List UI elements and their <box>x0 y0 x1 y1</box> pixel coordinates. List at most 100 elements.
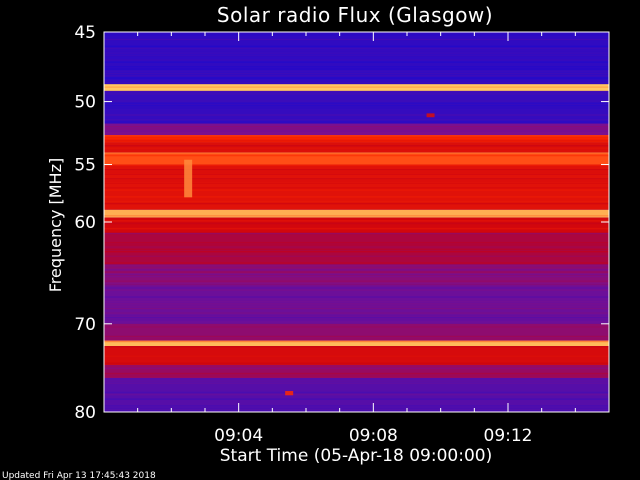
heatmap-band <box>104 232 609 265</box>
x-axis: 09:04 09:08 09:12 <box>137 32 576 446</box>
heatmap-streak <box>104 405 609 407</box>
heatmap-streak <box>104 269 609 271</box>
heatmap-streak <box>104 284 609 287</box>
heatmap-streak <box>104 171 609 173</box>
heatmap-streak <box>104 182 609 184</box>
updated-timestamp: Updated Fri Apr 13 17:45:43 2018 <box>2 471 156 480</box>
heatmap-streak <box>104 380 609 382</box>
heatmap-streak <box>104 72 609 75</box>
heatmap-streak <box>104 180 609 182</box>
heatmap-streak <box>104 307 609 310</box>
heatmap-streak <box>104 289 609 291</box>
x-axis-label: Start Time (05-Apr-18 09:00:00) <box>220 446 492 466</box>
heatmap-streak <box>104 340 609 343</box>
heatmap-streak <box>104 246 609 248</box>
heatmap-band <box>104 90 609 124</box>
heatmap-streak <box>104 125 609 128</box>
heatmap-streak <box>104 244 609 246</box>
heatmap-streak <box>104 90 609 93</box>
heatmap-streak <box>104 372 609 375</box>
heatmap-streak <box>104 398 609 400</box>
heatmap-streak <box>104 34 609 36</box>
heatmap-streak <box>104 45 609 47</box>
heatmap-streak <box>104 314 609 317</box>
heatmap-streak <box>104 47 609 50</box>
heatmap-streak <box>104 68 609 70</box>
heatmap-streak <box>104 145 609 147</box>
heatmap-streak <box>104 275 609 278</box>
heatmap-streak <box>104 93 609 95</box>
heatmap-streak <box>104 54 609 57</box>
heatmap-streak <box>104 316 609 319</box>
heatmap-streak <box>104 382 609 384</box>
heatmap-streak <box>104 273 609 276</box>
y-tick-label: 80 <box>74 403 96 423</box>
heatmap-streak <box>104 104 609 107</box>
heatmap-streak <box>104 200 609 203</box>
heatmap-streak <box>104 189 609 191</box>
heatmap-streak <box>104 81 609 84</box>
heatmap-streak <box>104 312 609 314</box>
heatmap-streak <box>104 77 609 79</box>
heatmap-streak <box>104 303 609 305</box>
burst-mark <box>285 391 294 396</box>
heatmap-streak <box>104 407 609 409</box>
x-tick-label: 09:04 <box>214 426 263 446</box>
burst-mark <box>426 113 435 118</box>
heatmap-streak <box>104 241 609 244</box>
heatmap-streak <box>104 102 609 105</box>
heatmap-streak <box>104 86 609 88</box>
heatmap-streak <box>104 409 609 412</box>
heatmap-streak <box>104 222 609 225</box>
heatmap-streak <box>104 38 609 41</box>
chart-title: Solar radio Flux (Glasgow) <box>217 3 493 27</box>
y-tick-label: 70 <box>74 315 96 335</box>
heatmap-band <box>104 217 609 233</box>
y-axis: 45 50 55 60 70 80 <box>74 23 609 423</box>
heatmap-streak <box>104 227 609 230</box>
heatmap-streak <box>104 282 609 285</box>
burst-mark <box>184 159 193 198</box>
heatmap-streak <box>104 248 609 251</box>
heatmap-streak <box>104 147 609 149</box>
heatmap-streak <box>104 137 609 140</box>
heatmap-streak <box>104 266 609 269</box>
heatmap-streak <box>104 70 609 72</box>
heatmap-streak <box>104 319 609 321</box>
heatmap-streak <box>104 154 609 157</box>
heatmap-streak <box>104 135 609 137</box>
heatmap-band <box>104 346 609 365</box>
heatmap-streak <box>104 214 609 217</box>
x-tick-label: 09:12 <box>484 426 533 446</box>
heatmap-band <box>104 209 609 218</box>
y-tick-label: 60 <box>74 213 96 233</box>
heatmap-streak <box>104 114 609 116</box>
y-tick-label: 50 <box>74 93 96 113</box>
spectrogram-heatmap <box>104 32 609 412</box>
heatmap-streak <box>104 118 609 121</box>
heatmap-streak <box>104 305 609 307</box>
heatmap-streak <box>104 220 609 222</box>
y-axis-label: Frequency [MHz] <box>46 158 65 292</box>
heatmap-streak <box>104 100 609 102</box>
heatmap-streak <box>104 173 609 175</box>
heatmap-streak <box>104 300 609 303</box>
heatmap-streak <box>104 66 609 68</box>
heatmap-streak <box>104 296 609 298</box>
heatmap-streak <box>104 152 609 154</box>
heatmap-streak <box>104 202 609 205</box>
heatmap-streak <box>104 140 609 142</box>
heatmap-streak <box>104 52 609 54</box>
heatmap-band <box>104 340 609 347</box>
x-tick-label: 09:08 <box>349 426 398 446</box>
heatmap-streak <box>104 335 609 338</box>
heatmap-streak <box>104 326 609 328</box>
heatmap-band <box>104 152 609 165</box>
heatmap-streak <box>104 178 609 180</box>
heatmap-streak <box>104 393 609 396</box>
heatmap-streak <box>104 59 609 61</box>
heatmap-streak <box>104 50 609 52</box>
heatmap-streak <box>104 338 609 340</box>
heatmap-streak <box>104 130 609 132</box>
